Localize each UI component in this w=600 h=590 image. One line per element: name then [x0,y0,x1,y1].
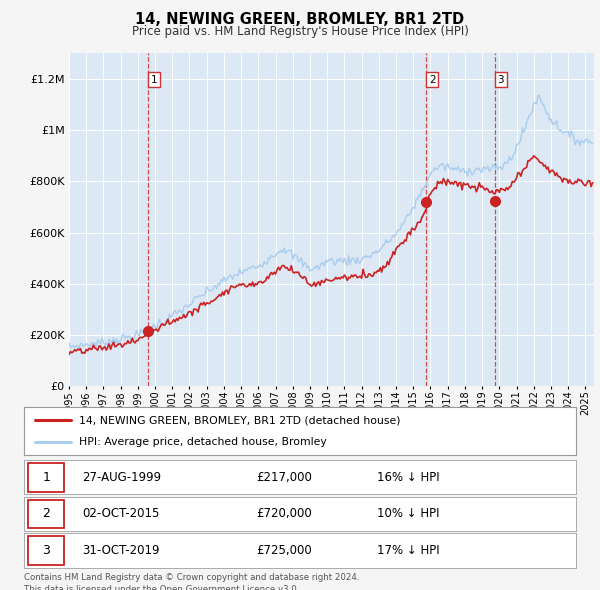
Text: 1: 1 [151,75,157,85]
Bar [28,500,64,528]
Text: 10% ↓ HPI: 10% ↓ HPI [377,507,440,520]
Text: 2: 2 [429,75,436,85]
Bar [28,536,64,565]
Bar [28,463,64,491]
Text: 02-OCT-2015: 02-OCT-2015 [82,507,160,520]
Text: £725,000: £725,000 [256,544,311,557]
Text: 17% ↓ HPI: 17% ↓ HPI [377,544,440,557]
Text: £720,000: £720,000 [256,507,311,520]
Text: 14, NEWING GREEN, BROMLEY, BR1 2TD (detached house): 14, NEWING GREEN, BROMLEY, BR1 2TD (deta… [79,415,401,425]
Text: 1: 1 [43,471,50,484]
Text: 31-OCT-2019: 31-OCT-2019 [82,544,160,557]
Text: Price paid vs. HM Land Registry's House Price Index (HPI): Price paid vs. HM Land Registry's House … [131,25,469,38]
Text: £217,000: £217,000 [256,471,312,484]
Text: HPI: Average price, detached house, Bromley: HPI: Average price, detached house, Brom… [79,437,327,447]
Text: 2: 2 [43,507,50,520]
Text: 14, NEWING GREEN, BROMLEY, BR1 2TD: 14, NEWING GREEN, BROMLEY, BR1 2TD [136,12,464,27]
Text: 27-AUG-1999: 27-AUG-1999 [82,471,161,484]
Text: 3: 3 [497,75,504,85]
Text: Contains HM Land Registry data © Crown copyright and database right 2024.
This d: Contains HM Land Registry data © Crown c… [24,573,359,590]
Text: 3: 3 [43,544,50,557]
Text: 16% ↓ HPI: 16% ↓ HPI [377,471,440,484]
